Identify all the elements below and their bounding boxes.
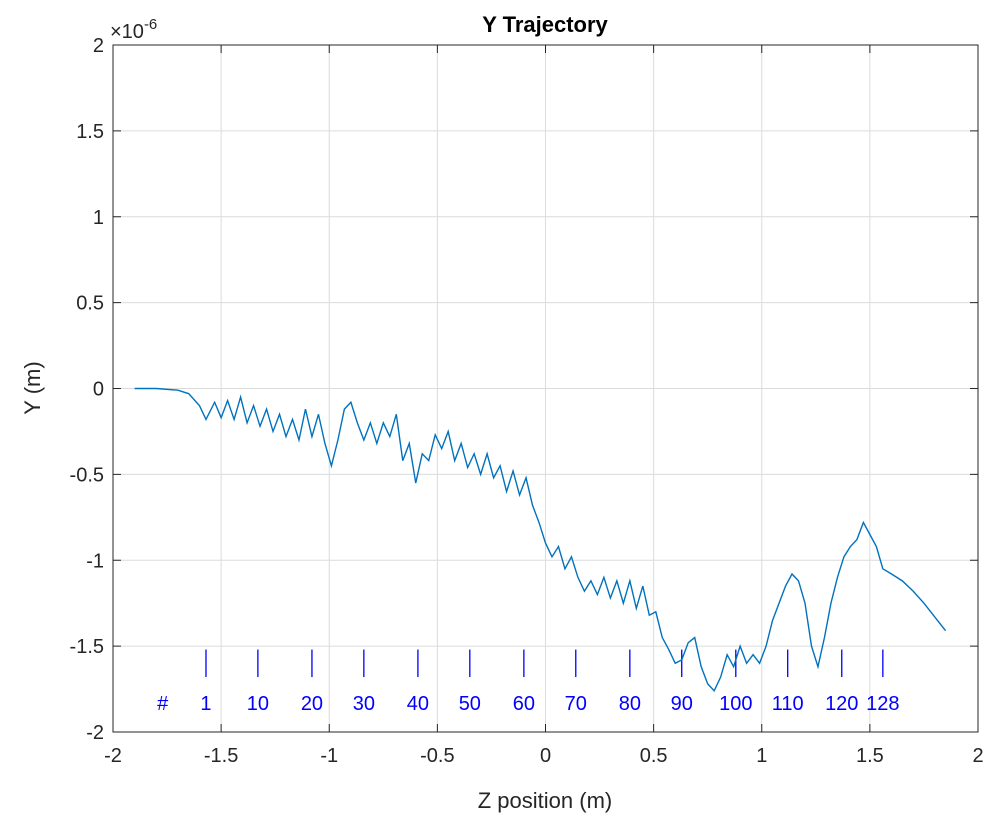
marker-label: 1 <box>200 693 211 715</box>
x-tick-label: -2 <box>104 745 122 767</box>
x-tick-label: 1.5 <box>856 745 884 767</box>
y-tick-label: -0.5 <box>70 464 104 486</box>
marker-label: 128 <box>866 693 899 715</box>
marker-label: 100 <box>719 693 752 715</box>
y-tick-label: 2 <box>93 35 104 57</box>
series-line <box>134 387 947 693</box>
y-axis-ticks: -2 -1.5 -1 -0.5 0 0.5 1 1.5 2 <box>70 35 978 744</box>
series-layer <box>134 387 947 693</box>
y-tick-label: 1 <box>93 207 104 229</box>
x-tick-label: -0.5 <box>420 745 454 767</box>
marker-label: 50 <box>459 693 481 715</box>
x-tick-label: 0 <box>540 745 551 767</box>
marker-label: 70 <box>565 693 587 715</box>
y-tick-label: -1.5 <box>70 636 104 658</box>
marker-row-label: # <box>157 693 169 715</box>
chart-title: Y Trajectory <box>482 12 608 37</box>
marker-label: 60 <box>513 693 535 715</box>
marker-label: 30 <box>353 693 375 715</box>
marker-label: 10 <box>247 693 269 715</box>
y-axis-label: Y (m) <box>20 361 45 414</box>
y-tick-label: 1.5 <box>76 121 104 143</box>
marker-label: 110 <box>772 693 804 715</box>
y-tick-label: -2 <box>86 722 104 744</box>
y-exponent: ×10-6 <box>110 16 157 43</box>
marker-label: 40 <box>407 693 429 715</box>
x-tick-label: -1.5 <box>204 745 238 767</box>
y-exponent-base: ×10 <box>110 21 144 43</box>
marker-label: 80 <box>619 693 641 715</box>
x-tick-label: 2 <box>972 745 983 767</box>
y-tick-label: 0 <box>93 379 104 401</box>
y-tick-label: -1 <box>86 550 104 572</box>
marker-label: 90 <box>671 693 693 715</box>
element-markers: #1 10 20 30 40 50 60 70 80 90 100 110 120 128 <box>157 649 900 715</box>
x-axis-ticks: -2 -1.5 -1 -0.5 0 0.5 1 1.5 2 <box>104 45 984 767</box>
x-tick-label: 1 <box>756 745 767 767</box>
y-tick-label: 0.5 <box>76 293 104 315</box>
marker-label: 20 <box>301 693 323 715</box>
x-tick-label: 0.5 <box>640 745 668 767</box>
marker-label: 120 <box>825 693 858 715</box>
y-exponent-power: -6 <box>144 16 157 33</box>
x-tick-label: -1 <box>320 745 338 767</box>
x-axis-label: Z position (m) <box>478 788 612 813</box>
